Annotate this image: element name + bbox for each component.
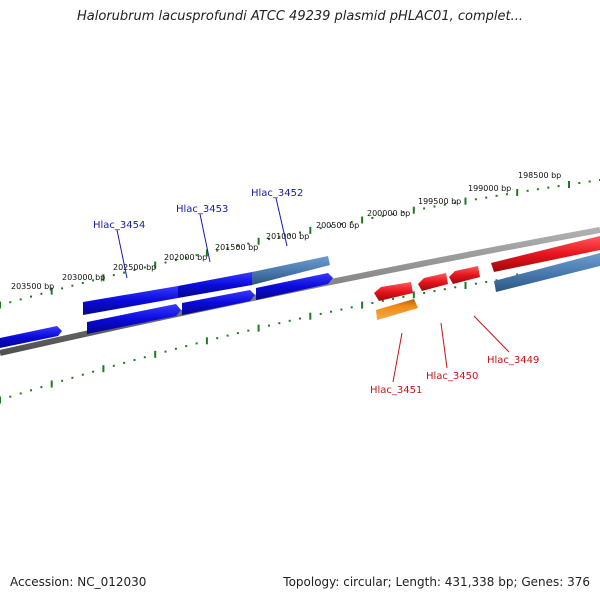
tick-label: 199500 bp	[418, 197, 461, 206]
gene-hlac-3449-rev[interactable]	[449, 266, 480, 284]
tick-label: 202000 bp	[164, 253, 207, 262]
label-hlac-3453: Hlac_3453	[176, 204, 228, 215]
tick-label: 200000 bp	[367, 209, 410, 218]
outer-tick-ring	[0, 179, 600, 309]
inner-tick-ring	[0, 264, 600, 404]
chromosome-backbone	[0, 227, 600, 356]
gene-right-steel[interactable]	[494, 253, 600, 292]
gene-hlac-3451-red[interactable]	[374, 282, 413, 301]
tick-label: 202500 bp	[113, 263, 156, 272]
gene-hlac-3453[interactable]	[178, 272, 252, 298]
label-hlac-3450: Hlac_3450	[426, 371, 478, 382]
tick-label: 203500 bp	[11, 282, 54, 291]
tick-label: 201000 bp	[266, 232, 309, 241]
label-leaders	[116, 197, 510, 383]
tick-label: 201500 bp	[215, 243, 258, 252]
gene-reverse-2[interactable]	[182, 290, 255, 315]
tick-label: 203000 bp	[62, 273, 105, 282]
gene-hlac-3452[interactable]	[252, 256, 330, 285]
label-hlac-3454: Hlac_3454	[93, 220, 145, 231]
gene-reverse-3[interactable]	[256, 273, 333, 300]
tick-label: 198500 bp	[518, 171, 561, 180]
gene-left-partial[interactable]	[0, 326, 62, 348]
gene-reverse-1[interactable]	[87, 304, 181, 334]
accession-text: Accession: NC_012030	[10, 575, 147, 589]
label-hlac-3452: Hlac_3452	[251, 188, 303, 199]
map-title: Halorubrum lacusprofundi ATCC 49239 plas…	[77, 9, 523, 24]
label-hlac-3451: Hlac_3451	[370, 385, 422, 396]
gene-hlac-3450[interactable]	[418, 273, 448, 291]
tick-label: 199000 bp	[468, 184, 511, 193]
label-hlac-3449: Hlac_3449	[487, 355, 539, 366]
topology-summary: Topology: circular; Length: 431,338 bp; …	[283, 575, 590, 589]
tick-labels: 203500 bp 203000 bp 202500 bp 202000 bp …	[11, 171, 561, 291]
gene-hlac-3451-orange[interactable]	[376, 299, 418, 320]
gene-hlac-3449[interactable]	[491, 236, 600, 272]
tick-label: 200500 bp	[316, 221, 359, 230]
gene-hlac-3454[interactable]	[83, 286, 178, 315]
forward-strand-genes	[83, 236, 600, 315]
reverse-strand-genes	[0, 253, 600, 348]
